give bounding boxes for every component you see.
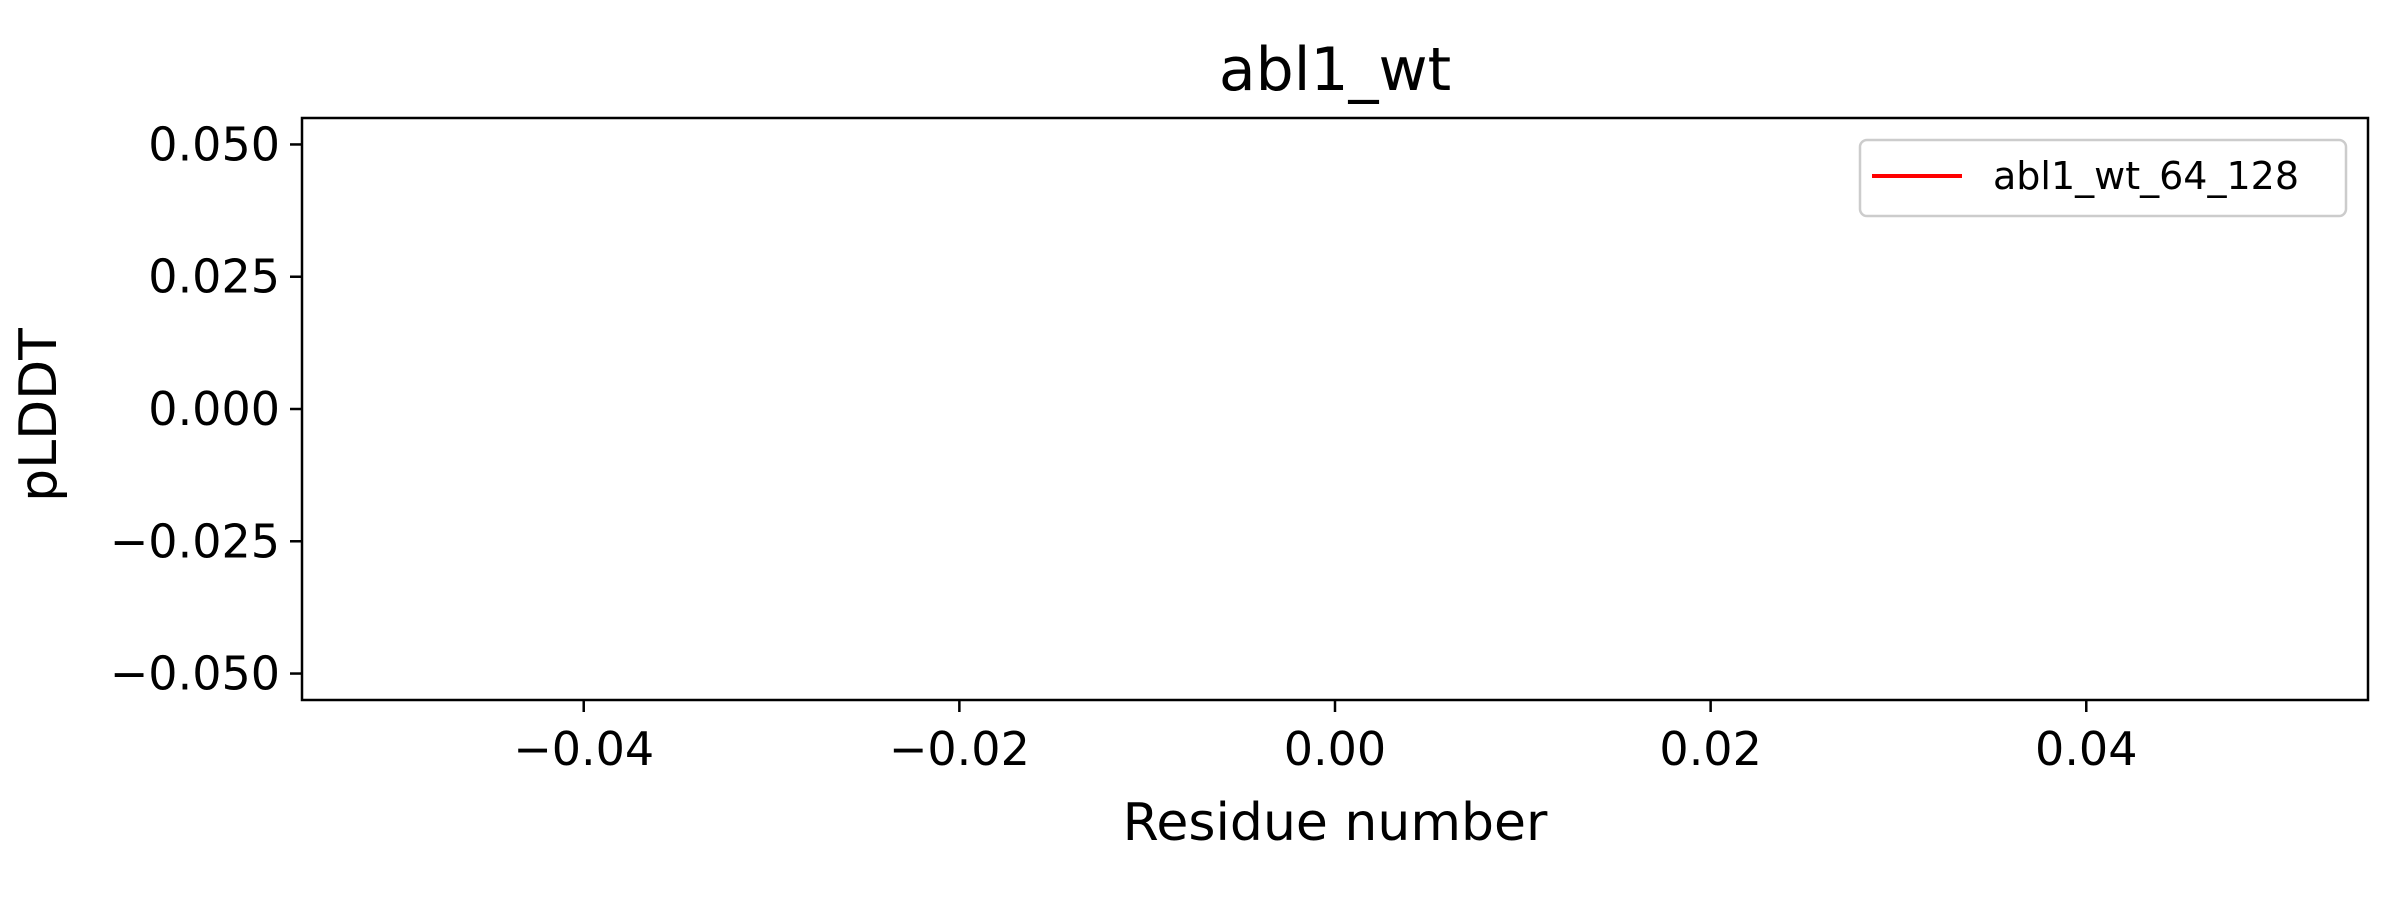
y-tick-label: −0.025 [110, 514, 280, 568]
x-tick-label: 0.04 [2035, 722, 2137, 776]
y-axis-label: pLDDT [9, 328, 69, 502]
x-tick-label: 0.00 [1284, 722, 1386, 776]
chart-title: abl1_wt [1219, 35, 1451, 105]
legend: abl1_wt_64_128 [1858, 138, 2348, 218]
y-tick-label: 0.050 [148, 117, 280, 171]
x-tick-label: 0.02 [1659, 722, 1761, 776]
x-tick-label: −0.04 [513, 722, 654, 776]
y-axis-ticks: 0.050 0.025 0.000 −0.025 −0.050 [110, 117, 302, 701]
y-tick-label: −0.050 [110, 647, 280, 701]
legend-series-label: abl1_wt_64_128 [1993, 154, 2299, 198]
x-axis-label: Residue number [1123, 793, 1548, 853]
y-tick-label: 0.000 [148, 382, 280, 436]
y-tick-label: 0.025 [148, 250, 280, 304]
legend-box [1858, 138, 2348, 218]
x-axis-ticks: −0.04 −0.02 0.00 0.02 0.04 [513, 700, 2137, 776]
x-tick-label: −0.02 [889, 722, 1030, 776]
